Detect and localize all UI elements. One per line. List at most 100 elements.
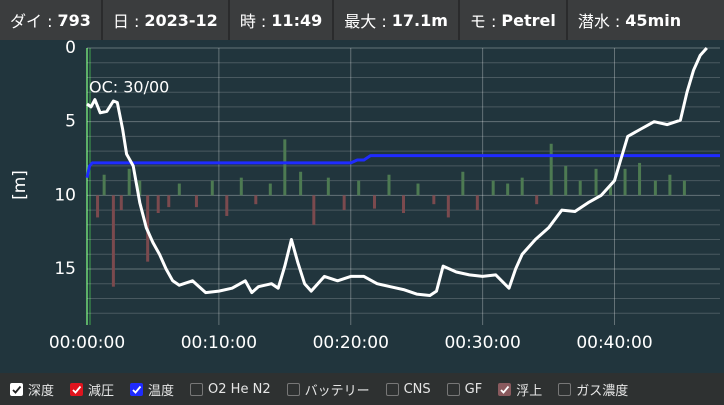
legend-label: 減圧 xyxy=(88,383,115,399)
rate-bar xyxy=(111,195,115,287)
dive-info-bar: ダイ :793 日 :2023-12 時 :11:49 最大 :17.1m モ : Pet… xyxy=(0,0,724,40)
rate-bar xyxy=(138,180,142,196)
legend-item[interactable]: O2 He N2 xyxy=(190,382,271,397)
rate-bar xyxy=(506,183,510,196)
legend-label: 温度 xyxy=(148,383,175,399)
legend-label: O2 He N2 xyxy=(208,381,271,397)
x-tick-label: 00:30:00 xyxy=(444,333,520,353)
rate-bar xyxy=(357,180,361,196)
legend-checkbox[interactable] xyxy=(446,382,460,396)
info-label: 日 : xyxy=(112,12,140,31)
y-tick-label: 10 xyxy=(54,185,76,205)
rate-bar xyxy=(239,177,243,196)
rate-bar xyxy=(254,195,258,205)
legend-checkbox[interactable] xyxy=(130,382,144,396)
legend-label: GF xyxy=(464,381,483,397)
rate-bar xyxy=(564,165,568,196)
legend-item[interactable]: ガス濃度 xyxy=(558,380,628,399)
legend-item[interactable]: 深度 xyxy=(10,380,54,399)
legend-item[interactable]: 浮上 xyxy=(498,380,542,399)
rate-bar xyxy=(520,177,524,196)
rate-bar xyxy=(299,171,303,196)
rate-bar xyxy=(119,195,123,211)
rate-bar xyxy=(668,174,672,196)
info-label: 最大 : xyxy=(344,12,387,31)
legend-label: CNS xyxy=(403,381,431,397)
legend: 深度 減圧 温度 O2 He N2 バッテリー CNS GF 浮上 ガス濃度 xyxy=(0,373,724,405)
check-mark xyxy=(72,385,82,394)
legend-item[interactable]: バッテリー xyxy=(286,380,370,399)
legend-item[interactable]: CNS xyxy=(385,381,431,397)
rate-bar xyxy=(446,195,450,218)
legend-checkbox[interactable] xyxy=(10,382,23,396)
y-tick-label: 15 xyxy=(54,259,76,279)
series-line xyxy=(85,154,720,179)
rate-bar xyxy=(268,183,272,196)
y-tick-label: 5 xyxy=(65,112,76,132)
series-line xyxy=(86,47,708,297)
legend-checkbox[interactable] xyxy=(286,382,300,396)
rate-bar xyxy=(638,162,642,196)
rate-bar xyxy=(177,183,181,196)
info-label: 潜水 : xyxy=(577,12,621,31)
x-tick-label: 00:40:00 xyxy=(576,333,652,353)
legend-label: ガス濃度 xyxy=(576,383,629,399)
rate-bar xyxy=(609,186,613,196)
info-value: 2023-12 xyxy=(144,10,218,30)
rate-bar xyxy=(682,180,686,196)
rate-bar xyxy=(372,195,376,209)
check-path xyxy=(132,385,142,394)
info-label: モ : xyxy=(469,12,497,31)
info-value: Petrel xyxy=(501,10,556,30)
legend-item[interactable]: GF xyxy=(446,381,483,397)
check-path xyxy=(12,385,22,394)
info-item: 潜水 :45min xyxy=(568,0,691,40)
rate-bar xyxy=(102,174,106,196)
x-tick-label: 00:00:00 xyxy=(49,333,125,353)
rate-bar xyxy=(283,139,287,196)
rate-bar xyxy=(387,174,391,196)
rate-bar xyxy=(156,195,160,214)
grid xyxy=(86,47,720,325)
rate-bar xyxy=(342,195,346,211)
legend-checkbox[interactable] xyxy=(70,382,84,396)
info-value: 11:49 xyxy=(271,10,323,30)
check-path xyxy=(72,385,82,394)
check-mark xyxy=(500,385,510,394)
rate-bar xyxy=(578,180,582,196)
rate-bar xyxy=(194,195,198,208)
rate-bar xyxy=(96,195,100,218)
rate-bar xyxy=(623,168,627,196)
info-label: 時 : xyxy=(239,12,267,31)
legend-item[interactable]: 温度 xyxy=(130,380,174,399)
info-item: 時 :11:49 xyxy=(230,0,335,40)
legend-checkbox[interactable] xyxy=(498,382,512,396)
rate-bar xyxy=(594,168,598,196)
legend-label: バッテリー xyxy=(304,383,370,399)
info-value: 793 xyxy=(57,10,91,30)
check-mark xyxy=(132,385,142,394)
rate-bar xyxy=(432,195,436,205)
rate-bar xyxy=(312,195,316,225)
y-tick-label: 0 xyxy=(65,38,76,58)
legend-item[interactable]: 減圧 xyxy=(70,380,114,399)
legend-label: 浮上 xyxy=(516,383,543,399)
x-tick-label: 00:20:00 xyxy=(313,333,389,353)
rate-bar xyxy=(549,143,553,196)
legend-label: 深度 xyxy=(28,383,55,399)
legend-checkbox[interactable] xyxy=(190,382,204,396)
rate-bar xyxy=(326,177,330,196)
check-mark xyxy=(12,385,22,394)
legend-checkbox[interactable] xyxy=(385,382,399,396)
rate-bar xyxy=(653,180,657,196)
rate-bar xyxy=(416,183,420,196)
legend-checkbox[interactable] xyxy=(558,382,572,396)
rate-bar xyxy=(475,195,479,211)
info-item: 日 :2023-12 xyxy=(103,0,230,40)
annotation: OC: 30/00 xyxy=(89,78,169,97)
info-value: 45min xyxy=(625,10,682,30)
info-value: 17.1m xyxy=(391,10,448,30)
info-label: ダイ : xyxy=(10,12,53,31)
info-item: 最大 :17.1m xyxy=(334,0,460,40)
